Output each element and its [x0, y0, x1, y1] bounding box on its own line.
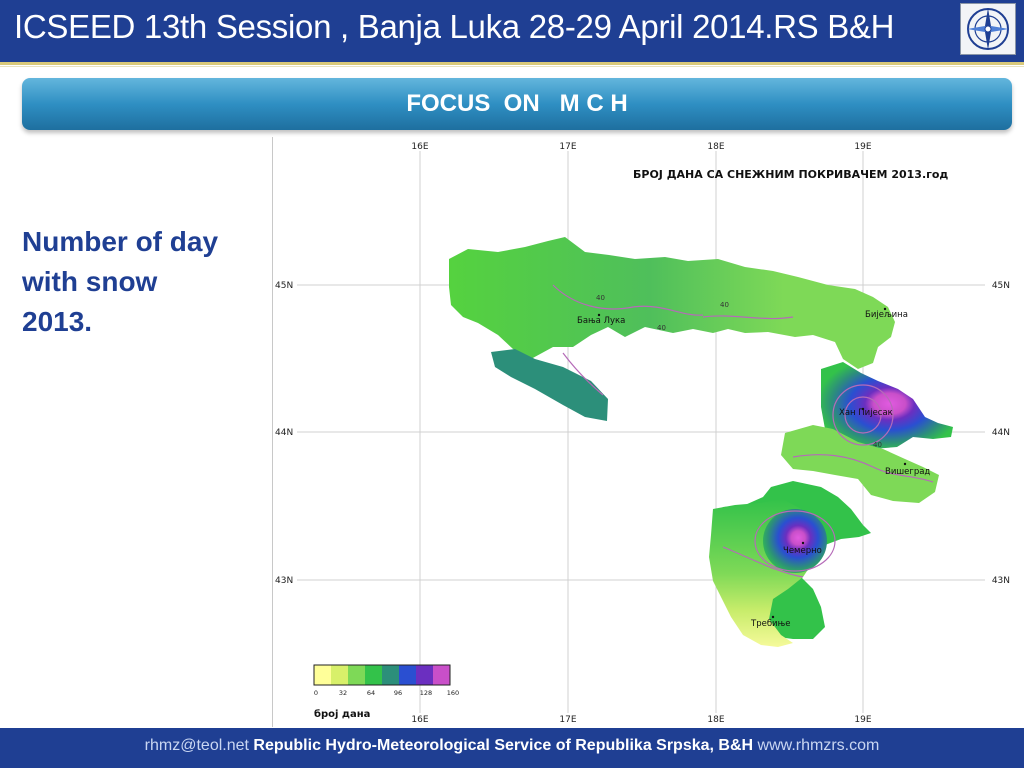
lon-tick-label: 16E [411, 142, 428, 152]
legend-label: број дана [314, 708, 370, 720]
side-caption: Number of day with snow 2013. [22, 222, 262, 342]
contour-label: 40 [657, 324, 666, 332]
contour-label: 40 [596, 294, 605, 302]
lon-tick-label: 16E [411, 715, 428, 725]
snow-days-map: 40 40 40 40 Бања Лука Бијељина Хан Пијес… [272, 137, 1013, 727]
color-legend: 0 32 64 96 128 160 број дана [313, 664, 459, 720]
header-bar: ICSEED 13th Session , Banja Luka 28-29 A… [0, 0, 1024, 62]
footer-contact: rhmz@teol.net Republic Hydro-Meteorologi… [0, 737, 1024, 755]
lat-tick-label: 45N [275, 281, 293, 291]
header-divider [0, 62, 1024, 65]
lat-tick-label: 45N [992, 281, 1010, 291]
legend-color-step [331, 665, 349, 685]
side-caption-line-3: 2013. [22, 306, 93, 337]
lat-tick-label: 44N [275, 428, 293, 438]
lon-tick-label: 17E [559, 715, 576, 725]
lat-tick-label: 43N [275, 576, 293, 586]
map-title: БРОЈ ДАНА СА СНЕЖНИМ ПОКРИВАЧЕМ 2013.год [633, 168, 948, 181]
presentation-title: ICSEED 13th Session , Banja Luka 28-29 A… [14, 8, 895, 45]
lat-tick-labels-left: 45N 44N 43N [275, 281, 293, 586]
lon-tick-label: 18E [707, 142, 724, 152]
banner-title: FOCUS ON M C H [406, 90, 628, 117]
legend-color-step [416, 665, 434, 685]
legend-color-step [433, 665, 451, 685]
contour-label: 40 [873, 441, 882, 449]
lon-tick-label: 19E [854, 142, 871, 152]
lat-tick-label: 44N [992, 428, 1010, 438]
header-divider-thin [0, 66, 1024, 67]
territory-bosanska-krajina-south [491, 349, 608, 421]
legend-color-step [348, 665, 366, 685]
legend-tick: 160 [447, 689, 459, 697]
rhmz-logo [960, 3, 1016, 55]
territory-north [449, 237, 895, 369]
contour-label: 40 [720, 301, 729, 309]
legend-tick: 96 [394, 689, 402, 697]
legend-color-step [314, 665, 332, 685]
contour-lines [552, 284, 934, 578]
lat-tick-label: 43N [992, 576, 1010, 586]
legend-color-step [365, 665, 383, 685]
territory-east-lower [781, 425, 939, 503]
cemerno-snow-maximum [763, 509, 827, 573]
lon-tick-labels-top: 16E 17E 18E 19E [411, 142, 871, 152]
lat-tick-labels-right: 45N 44N 43N [992, 281, 1010, 586]
lon-tick-label: 17E [559, 142, 576, 152]
city-visegrad: Вишеград [885, 467, 930, 477]
legend-color-bar [314, 665, 451, 685]
lon-tick-label: 19E [854, 715, 871, 725]
legend-tick: 128 [420, 689, 432, 697]
territory-fill [449, 237, 953, 647]
side-caption-line-1: Number of day [22, 226, 219, 257]
footer-organization: Republic Hydro-Meteorological Service of… [253, 737, 754, 754]
focus-banner: FOCUS ON M C H [22, 78, 1012, 130]
contour-values: 40 40 40 40 [596, 294, 882, 449]
legend-tick-labels: 0 32 64 96 128 160 [314, 689, 459, 697]
legend-tick: 32 [339, 689, 347, 697]
footer-bar: rhmz@teol.net Republic Hydro-Meteorologi… [0, 728, 1024, 768]
legend-color-step [382, 665, 400, 685]
city-banja-luka: Бања Лука [577, 316, 625, 326]
footer-email[interactable]: rhmz@teol.net [144, 737, 249, 754]
city-bijeljina: Бијељина [865, 310, 908, 320]
city-trebinje: Требиње [750, 619, 790, 629]
legend-color-step [399, 665, 417, 685]
lon-tick-labels-bottom: 16E 17E 18E 19E [411, 715, 871, 725]
city-han-pijesak: Хан Пијесак [839, 408, 893, 418]
lon-tick-label: 18E [707, 715, 724, 725]
legend-tick: 0 [314, 689, 318, 697]
legend-tick: 64 [367, 689, 375, 697]
side-caption-line-2: with snow [22, 266, 158, 297]
city-cemerno: Чемерно [783, 546, 822, 556]
city-labels: Бања Лука Бијељина Хан Пијесак Вишеград … [577, 307, 930, 629]
footer-website[interactable]: www.rhmzrs.com [757, 737, 880, 754]
territory-east [821, 362, 953, 449]
